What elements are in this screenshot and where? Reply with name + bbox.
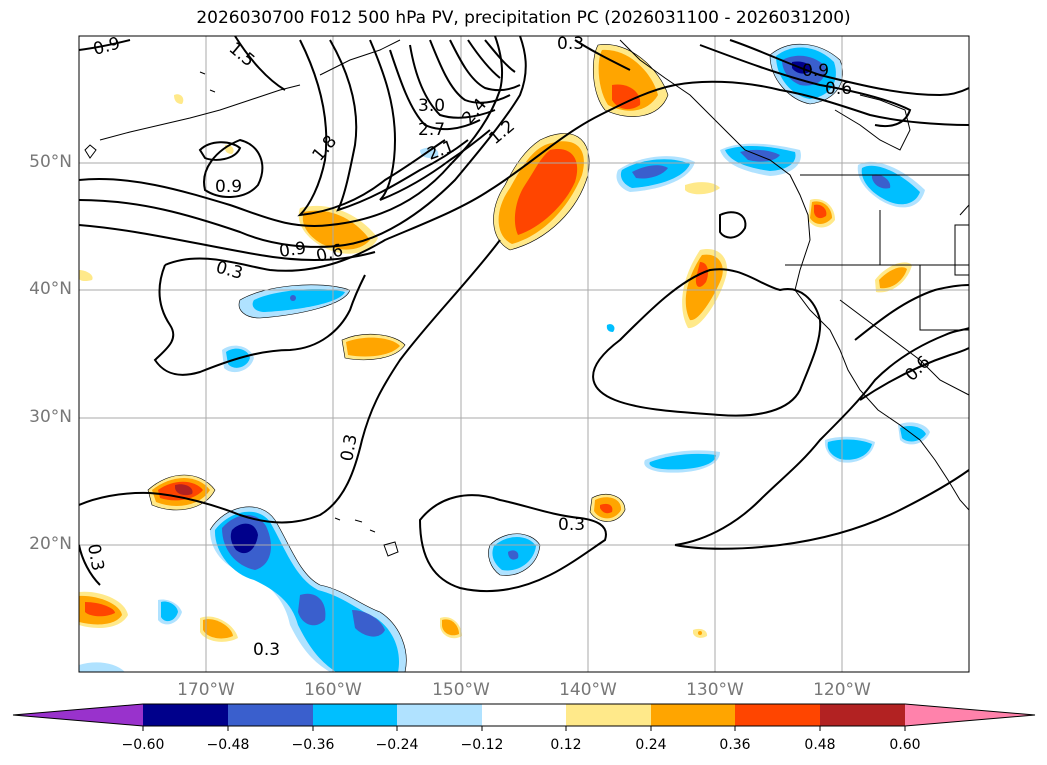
graticule	[79, 36, 969, 672]
colorbar-segment	[143, 704, 228, 726]
lon-label: 170°W	[177, 680, 235, 700]
lon-label: 130°W	[686, 680, 744, 700]
map-title: 2026030700 F012 500 hPa PV, precipitatio…	[196, 8, 851, 28]
colorbar-segment	[228, 704, 313, 726]
colorbar-segment	[566, 704, 651, 726]
contour-label: 2.7	[418, 120, 445, 140]
colorbar-segment	[820, 704, 905, 726]
lon-label: 120°W	[813, 680, 871, 700]
colorbar-tick-label: −0.60	[121, 737, 165, 753]
map-border	[78, 35, 970, 673]
colorbar	[12, 703, 1036, 731]
colorbar-tick-label: −0.48	[206, 737, 250, 753]
lon-label: 160°W	[304, 680, 362, 700]
colorbar-segment	[313, 704, 397, 726]
colorbar-extend-low	[13, 704, 143, 726]
colorbar-segment	[482, 704, 566, 726]
contour-label: 0.3	[83, 542, 107, 572]
islands	[84, 71, 399, 557]
colorbar-tick-label: 0.12	[550, 737, 582, 753]
contour-label: 0.9	[802, 61, 829, 81]
colorbar-tick-label: 0.60	[889, 737, 921, 753]
colorbar-tick-label: 0.48	[804, 737, 836, 753]
map-frame-background	[79, 36, 969, 672]
contour-label: 0.9	[278, 238, 308, 262]
lat-label: 40°N	[29, 279, 72, 299]
pv-contours	[79, 36, 969, 593]
lat-label: 20°N	[29, 534, 72, 554]
colorbar-segment	[397, 704, 482, 726]
colorbar-tick-label: 0.36	[719, 737, 751, 753]
lon-label: 140°W	[559, 680, 617, 700]
contour-label: 0.3	[557, 34, 584, 54]
contour-label: 0.6	[825, 79, 852, 99]
contour-label: 0.9	[215, 177, 242, 197]
lat-label: 50°N	[29, 152, 72, 172]
lon-label: 150°W	[432, 680, 490, 700]
contour-label: 0.3	[253, 640, 280, 660]
colorbar-tick-label: −0.24	[375, 737, 419, 753]
colorbar-tick-label: −0.12	[460, 737, 504, 753]
coastlines	[99, 39, 969, 511]
lat-label: 30°N	[29, 407, 72, 427]
colorbar-tick-label: −0.36	[291, 737, 335, 753]
colorbar-extend-high	[905, 704, 1035, 726]
precipitation-outlines	[147, 43, 843, 672]
colorbar-segment	[651, 704, 735, 726]
contour-label: 3.0	[418, 96, 445, 116]
colorbar-segment	[735, 704, 820, 726]
contour-label: 0.3	[337, 433, 361, 463]
colorbar-tick-label: 0.24	[635, 737, 667, 753]
contour-label: 0.3	[558, 515, 585, 535]
